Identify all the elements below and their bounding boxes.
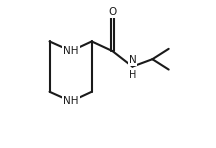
Text: NH: NH (63, 96, 79, 106)
Text: N: N (129, 55, 136, 65)
Text: O: O (108, 7, 117, 17)
Text: H: H (129, 70, 136, 80)
Text: NH: NH (63, 46, 79, 56)
